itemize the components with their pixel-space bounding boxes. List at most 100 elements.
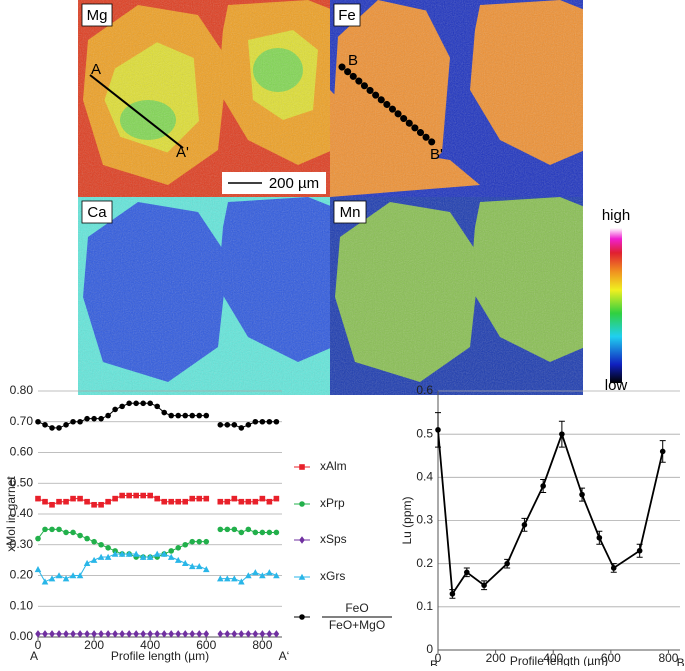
marker [42, 498, 48, 505]
x-tick-label: 600 [196, 638, 216, 652]
y-tick-label: 0.5 [416, 426, 433, 440]
x-tick-label: 800 [658, 651, 678, 665]
map-fe [330, 0, 583, 197]
marker [84, 535, 90, 542]
legend-label: xAlm [320, 459, 347, 473]
marker [464, 569, 470, 576]
marker [154, 403, 160, 410]
marker [77, 495, 83, 502]
marker [231, 495, 238, 502]
x-tick-label: 800 [252, 638, 272, 652]
marker [77, 630, 83, 638]
marker [112, 495, 118, 502]
x-tick-label: 600 [601, 651, 621, 665]
marker [42, 526, 48, 533]
map-mn [330, 197, 583, 395]
marker [299, 614, 305, 620]
legend-label: xPrp [320, 496, 345, 510]
marker [521, 522, 528, 528]
marker [105, 498, 111, 505]
marker [119, 403, 125, 410]
marker [299, 536, 305, 544]
marker [105, 412, 111, 419]
marker [161, 498, 168, 505]
marker [231, 422, 238, 428]
x-start-label: B [430, 658, 438, 666]
marker [84, 498, 90, 505]
marker [224, 630, 231, 638]
marker [49, 526, 55, 533]
x-tick-label: 0 [435, 651, 442, 665]
series-line [437, 429, 664, 597]
element-maps: 200 µm Mg Fe Ca Mn A A' B B' high low [78, 0, 630, 395]
y-tick-label: 0.80 [10, 383, 34, 397]
marker [56, 498, 62, 505]
marker [133, 630, 139, 638]
y-tick-label: 0.2 [416, 556, 433, 570]
marker [49, 630, 55, 638]
marker [266, 418, 273, 425]
y-tick-label: 0.1 [416, 599, 433, 613]
y-tick-label: 0.4 [416, 470, 433, 484]
marker [42, 422, 48, 428]
y-axis-title: xMol in garnet [4, 476, 18, 552]
marker [175, 630, 182, 638]
marker [147, 400, 153, 407]
marker [224, 422, 231, 428]
marker [299, 501, 305, 507]
y-tick-label: 0.6 [416, 383, 433, 397]
colorbar [610, 228, 622, 383]
marker [252, 569, 259, 576]
marker [70, 418, 76, 425]
x-tick-label: 0 [35, 638, 42, 652]
marker [167, 553, 175, 560]
marker [70, 630, 76, 638]
marker [161, 630, 168, 638]
legend-label: FeO [345, 601, 368, 615]
marker [63, 498, 69, 505]
marker [119, 492, 125, 499]
y-tick-label: 0.30 [10, 537, 34, 551]
marker [189, 630, 196, 638]
x-end-label: A‘ [279, 649, 290, 663]
label-box [81, 200, 113, 224]
marker [449, 591, 456, 597]
map-label: Fe [338, 7, 356, 24]
marker [245, 572, 252, 579]
marker [132, 550, 140, 557]
marker [91, 630, 97, 638]
marker [41, 578, 49, 585]
x-tick-label: 400 [543, 651, 563, 665]
y-axis-title: Lu (ppm) [400, 496, 414, 544]
marker [56, 425, 62, 431]
marker [49, 425, 55, 431]
x-axis-title: Profile length (µm) [111, 649, 209, 663]
legend-label: xSps [320, 532, 347, 546]
marker [189, 495, 196, 502]
y-tick-label: 0.60 [10, 445, 34, 459]
marker [42, 630, 48, 638]
marker [140, 630, 146, 638]
marker [182, 630, 189, 638]
marker [188, 562, 196, 570]
marker [196, 495, 203, 502]
marker [153, 550, 161, 557]
x-start-label: A [30, 649, 38, 663]
marker [266, 529, 273, 536]
marker [91, 501, 97, 508]
marker [104, 553, 112, 560]
marker [596, 534, 603, 541]
marker [160, 550, 168, 557]
profile-label: A [91, 61, 101, 78]
marker [203, 630, 210, 638]
marker [203, 495, 210, 502]
y-tick-label: 0.3 [416, 513, 433, 527]
marker [55, 572, 63, 579]
marker [245, 630, 252, 638]
label-box [333, 200, 367, 224]
legend-label: xGrs [320, 569, 345, 583]
legend-label: FeO+MgO [329, 618, 385, 632]
marker [266, 630, 273, 638]
marker [56, 526, 62, 533]
marker [119, 630, 125, 638]
